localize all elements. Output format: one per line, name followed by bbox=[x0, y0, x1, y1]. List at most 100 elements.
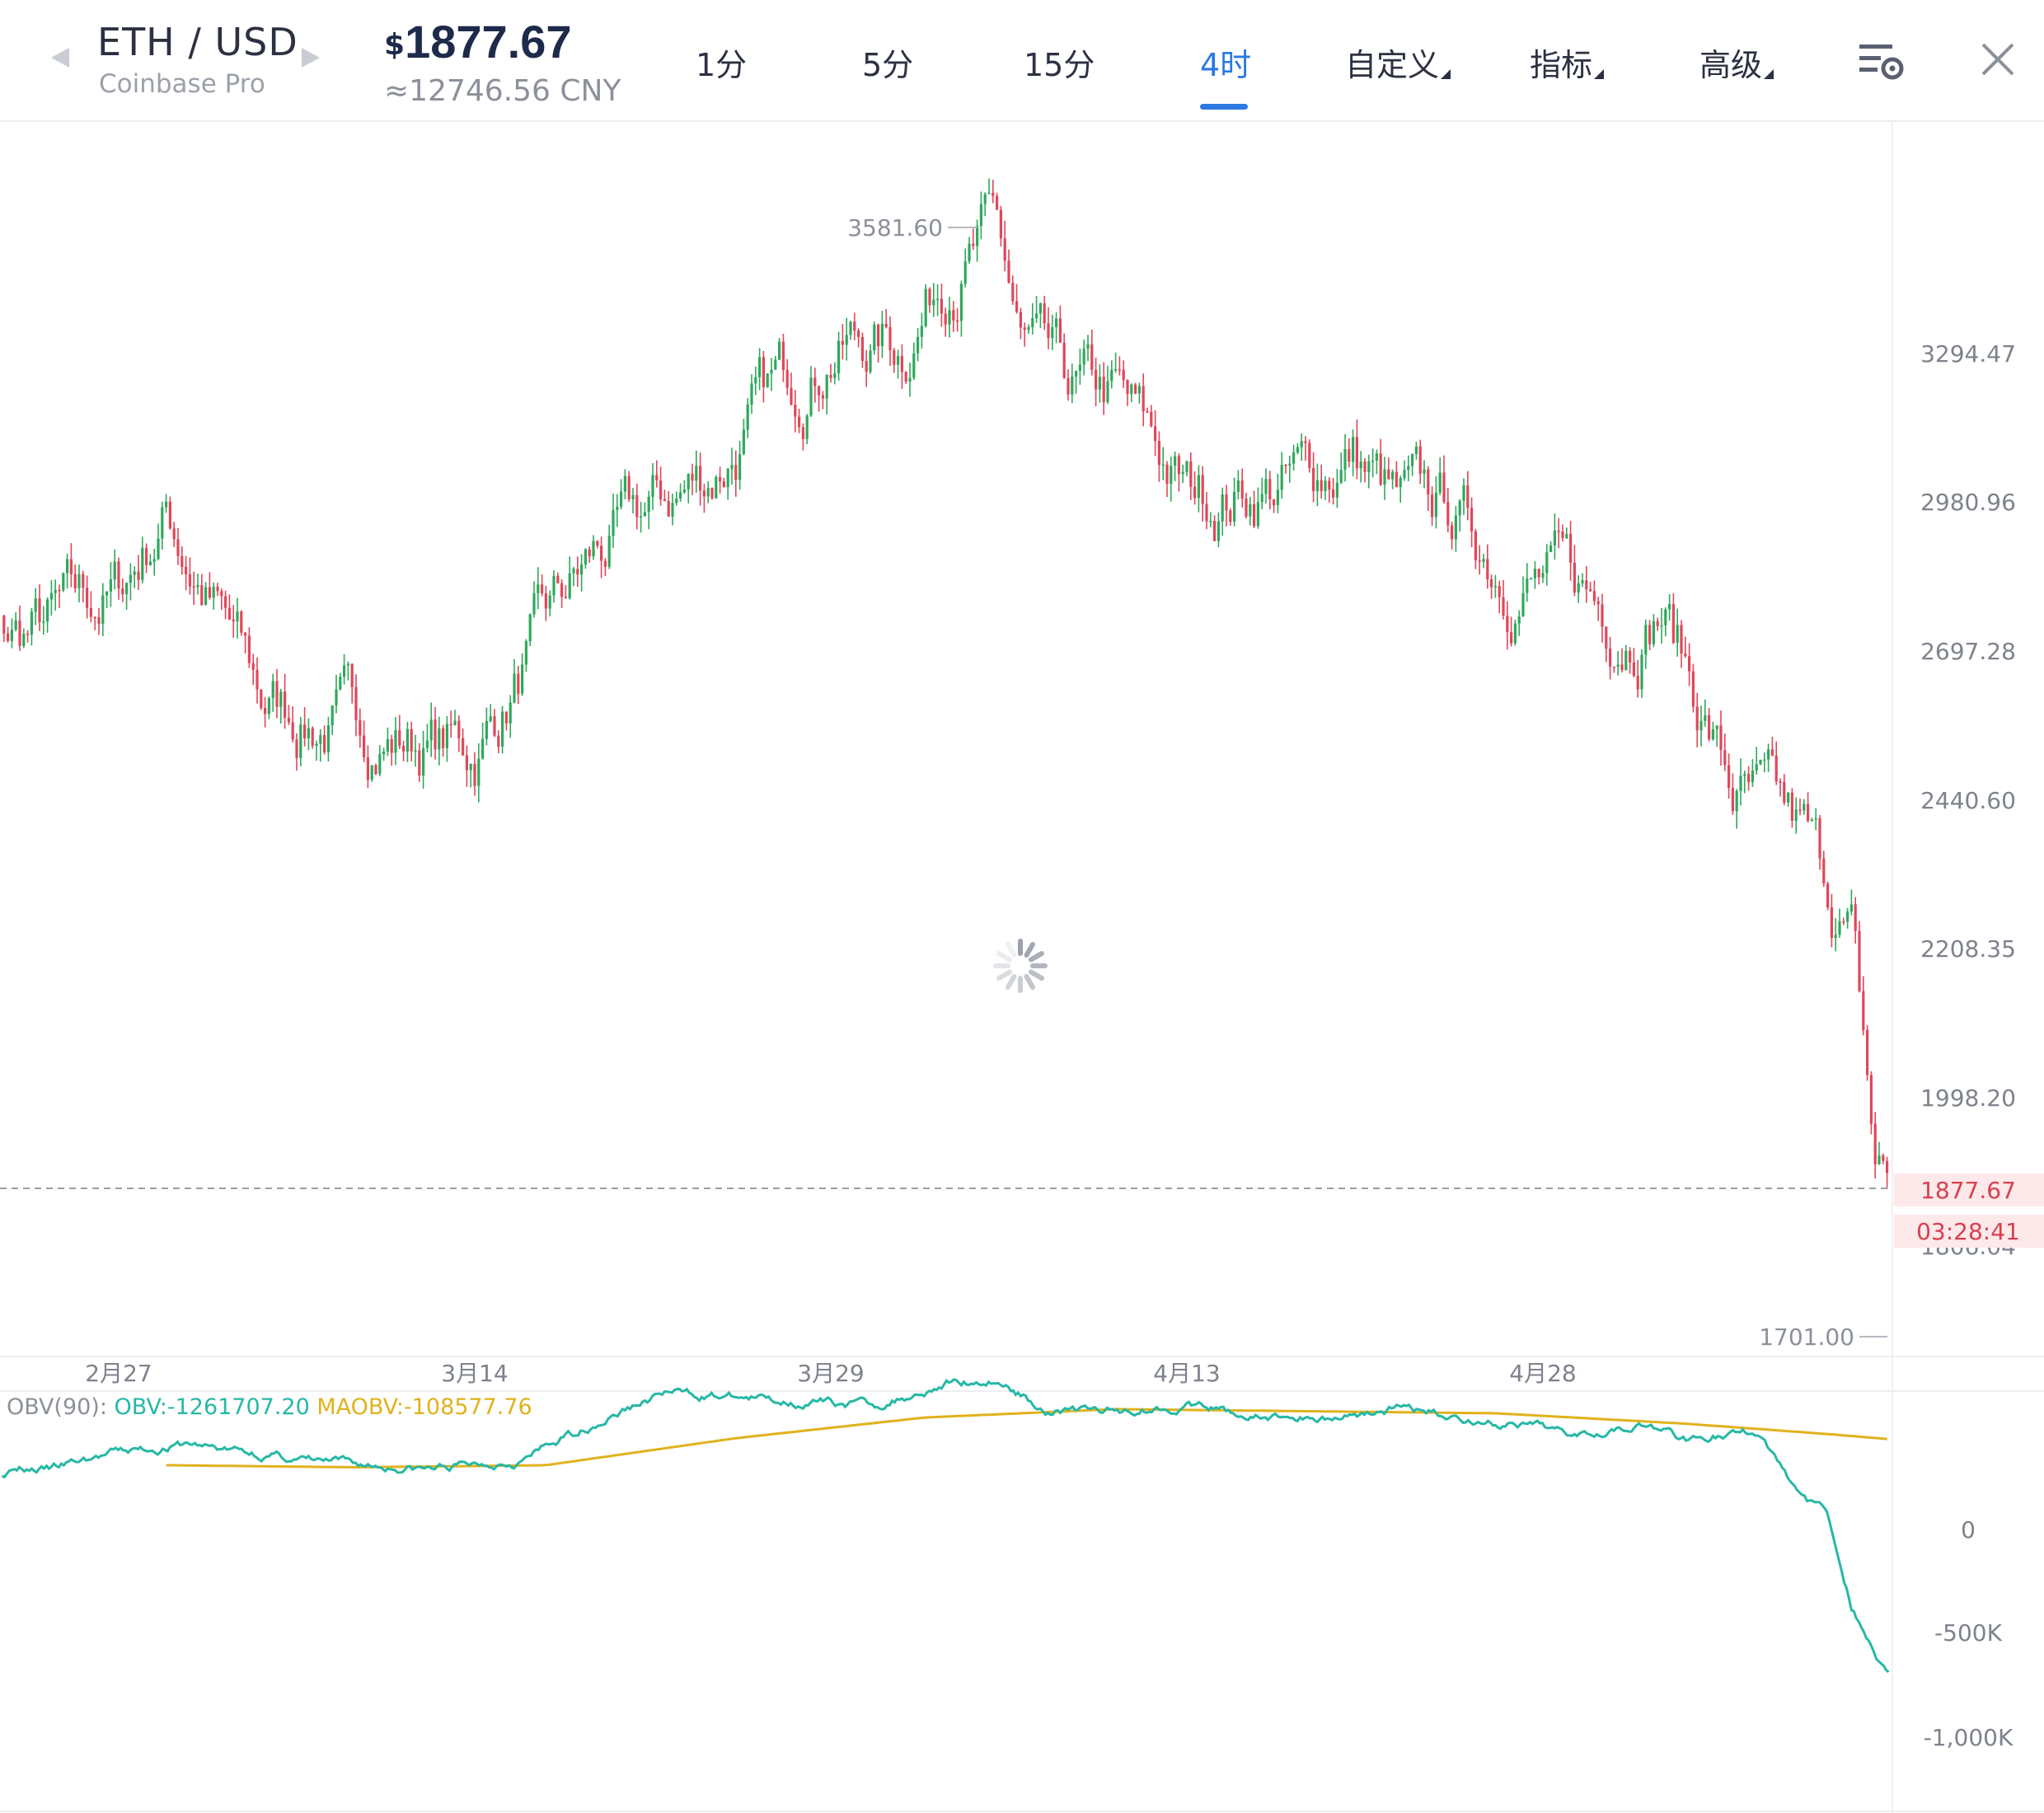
candle-body bbox=[359, 720, 362, 736]
high-marker: 3581.60 bbox=[847, 214, 977, 241]
candle-body bbox=[640, 516, 643, 518]
candle-body bbox=[34, 598, 37, 612]
candle-body bbox=[1411, 453, 1414, 466]
candle-body bbox=[1818, 817, 1821, 859]
candle-body bbox=[1585, 580, 1588, 589]
tab-4h[interactable]: 4时 bbox=[1200, 40, 1251, 85]
candle-body bbox=[1711, 728, 1714, 740]
candle-body bbox=[1071, 376, 1074, 395]
candle-body bbox=[1197, 475, 1200, 499]
candle-body bbox=[1442, 472, 1446, 503]
tab-label: 自定义 bbox=[1345, 47, 1440, 83]
candle-body bbox=[917, 336, 920, 354]
price-chart[interactable]: 3294.47 2980.96 2697.28 2440.60 2208.35 … bbox=[0, 120, 2044, 1813]
candle-body bbox=[1739, 775, 1742, 791]
candle-body bbox=[54, 589, 57, 593]
candle-body bbox=[1573, 562, 1576, 593]
candle-body bbox=[695, 466, 698, 481]
candle-body bbox=[1660, 625, 1663, 627]
candle-body bbox=[1684, 654, 1687, 657]
candle-body bbox=[1225, 494, 1228, 511]
tab-1min[interactable]: 1分 bbox=[696, 40, 747, 85]
candle-body bbox=[544, 593, 547, 609]
tab-5min[interactable]: 5分 bbox=[862, 40, 913, 85]
candle-body bbox=[1493, 586, 1497, 588]
candle-body bbox=[145, 547, 148, 565]
candle-body bbox=[501, 711, 504, 747]
candle-body bbox=[299, 724, 302, 758]
date-tick: 4月13 bbox=[1153, 1360, 1220, 1387]
candle-body bbox=[1367, 461, 1371, 472]
candle-body bbox=[438, 728, 441, 750]
candle-body bbox=[1814, 817, 1817, 820]
candle-body bbox=[1704, 715, 1707, 721]
candle-body bbox=[888, 327, 892, 350]
candle-body bbox=[1810, 819, 1813, 822]
candle-body bbox=[66, 559, 69, 574]
candle-body bbox=[1553, 530, 1556, 546]
candle-body bbox=[339, 677, 342, 690]
candle-body bbox=[1399, 478, 1402, 488]
tab-advanced[interactable]: 高级 bbox=[1699, 40, 1774, 85]
candle-body bbox=[568, 573, 571, 598]
candle-body bbox=[129, 574, 132, 583]
tab-15min[interactable]: 15分 bbox=[1024, 40, 1095, 85]
candle-body bbox=[414, 750, 417, 752]
candle-body bbox=[1407, 466, 1410, 471]
candle-body bbox=[936, 298, 940, 301]
candle-body bbox=[77, 574, 81, 588]
candle-body bbox=[1728, 765, 1731, 789]
candle-body bbox=[706, 488, 710, 497]
prev-arrow-icon[interactable] bbox=[51, 48, 69, 68]
candle-body bbox=[366, 757, 369, 780]
candle-body bbox=[1498, 586, 1501, 597]
candle-body bbox=[1276, 490, 1279, 506]
candle-body bbox=[97, 616, 101, 625]
candle-body bbox=[521, 664, 524, 694]
candle-body bbox=[682, 490, 686, 493]
candle-body bbox=[1047, 323, 1050, 339]
candle-body bbox=[1830, 907, 1833, 939]
close-icon[interactable] bbox=[1978, 40, 2018, 79]
candle-body bbox=[22, 634, 26, 646]
candle-body bbox=[1640, 654, 1643, 690]
next-arrow-icon[interactable] bbox=[302, 48, 320, 68]
candle-body bbox=[295, 739, 298, 758]
candle-body bbox=[1343, 449, 1347, 471]
candle-body bbox=[117, 561, 120, 589]
candle-body bbox=[291, 722, 294, 740]
tab-custom[interactable]: 自定义 bbox=[1345, 40, 1451, 85]
candle-body bbox=[477, 758, 481, 786]
candle-body bbox=[1517, 616, 1521, 624]
candle-body bbox=[1086, 344, 1090, 349]
candle-body bbox=[422, 747, 425, 776]
candle-body bbox=[271, 681, 274, 699]
tab-indicators[interactable]: 指标 bbox=[1530, 40, 1605, 85]
candle-body bbox=[38, 598, 41, 623]
candle-body bbox=[623, 476, 626, 492]
candle-body bbox=[1767, 749, 1770, 760]
chart-settings-icon[interactable] bbox=[1858, 41, 1906, 82]
candle-body bbox=[893, 349, 896, 365]
candle-body bbox=[350, 663, 354, 687]
candle-body bbox=[548, 595, 551, 609]
candle-body bbox=[979, 204, 982, 227]
candle-body bbox=[323, 735, 326, 752]
candle-body bbox=[560, 583, 564, 597]
candle-body bbox=[1537, 569, 1540, 578]
candle-body bbox=[465, 755, 468, 771]
candle-body bbox=[1882, 1155, 1885, 1161]
tab-label: 高级 bbox=[1699, 47, 1763, 83]
candle-body bbox=[983, 194, 987, 204]
candle-body bbox=[928, 288, 931, 306]
obv-tick: 0 bbox=[1961, 1516, 1976, 1544]
candle-body bbox=[125, 583, 129, 595]
candle-body bbox=[1629, 650, 1632, 663]
candle-body bbox=[1185, 461, 1188, 472]
candle-body bbox=[620, 491, 623, 507]
candle-body bbox=[148, 561, 152, 565]
candle-body bbox=[813, 377, 817, 386]
candle-body bbox=[785, 369, 789, 388]
candle-body bbox=[798, 416, 801, 428]
pair-name[interactable]: ETH / USD bbox=[97, 20, 298, 64]
